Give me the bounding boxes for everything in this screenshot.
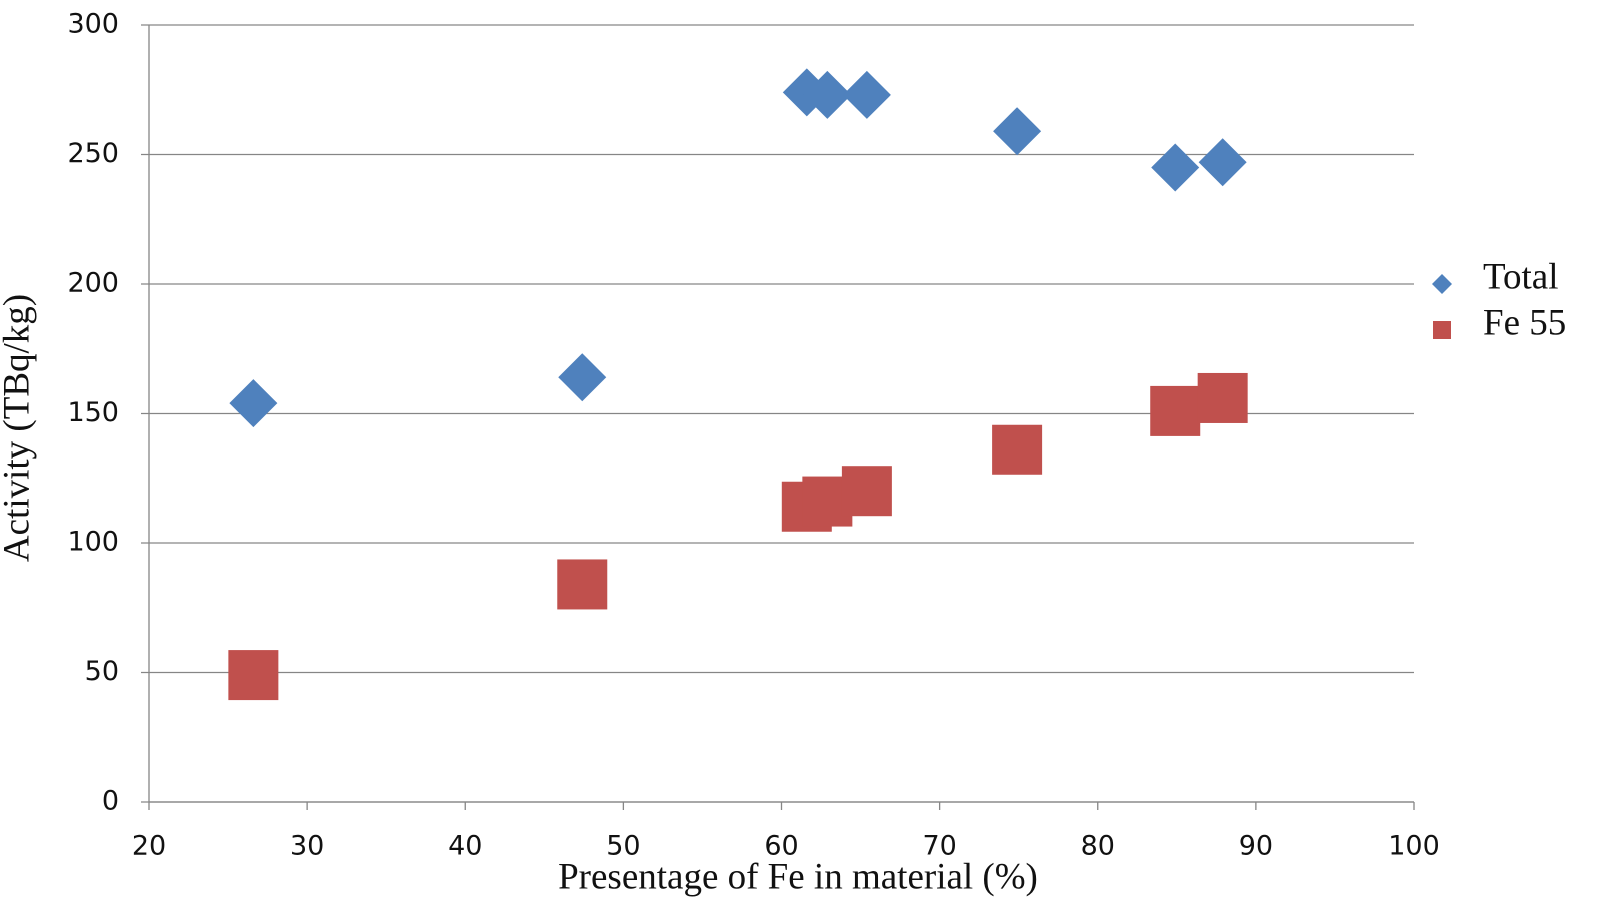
x-tick-label: 40 bbox=[448, 831, 482, 862]
x-tick-label: 90 bbox=[1239, 831, 1273, 862]
x-tick-label: 30 bbox=[290, 831, 324, 862]
x-tick-label: 60 bbox=[764, 831, 798, 862]
point bbox=[992, 424, 1043, 475]
y-tick-label: 200 bbox=[67, 268, 119, 299]
point bbox=[841, 466, 892, 517]
point bbox=[557, 559, 608, 610]
y-tick-label: 50 bbox=[85, 656, 119, 687]
point bbox=[993, 107, 1042, 156]
x-axis-title: Presentage of Fe in material (%) bbox=[558, 856, 1038, 897]
point bbox=[1197, 372, 1248, 423]
y-axis-title: Activity (TBq/kg) bbox=[0, 294, 37, 562]
legend-label: Fe 55 bbox=[1483, 302, 1566, 343]
y-tick-label: 100 bbox=[67, 527, 119, 558]
point bbox=[1198, 138, 1247, 187]
point bbox=[842, 70, 891, 119]
y-tick-label: 150 bbox=[67, 397, 119, 428]
point bbox=[803, 70, 852, 119]
y-tick-label: 0 bbox=[102, 786, 119, 817]
y-tick-label: 300 bbox=[67, 9, 119, 40]
x-tick-label: 50 bbox=[606, 831, 640, 862]
x-tick-label: 70 bbox=[922, 831, 956, 862]
point bbox=[558, 353, 607, 402]
point bbox=[228, 650, 279, 701]
point bbox=[1150, 385, 1201, 436]
point bbox=[229, 379, 278, 428]
point bbox=[1151, 143, 1200, 192]
y-tick-label: 250 bbox=[67, 138, 119, 169]
x-tick-label: 20 bbox=[132, 831, 166, 862]
legend-label: Total bbox=[1483, 256, 1559, 297]
x-tick-label: 80 bbox=[1081, 831, 1115, 862]
x-tick-label: 100 bbox=[1388, 831, 1440, 862]
legend-marker bbox=[1432, 274, 1452, 294]
legend-marker bbox=[1433, 321, 1451, 339]
